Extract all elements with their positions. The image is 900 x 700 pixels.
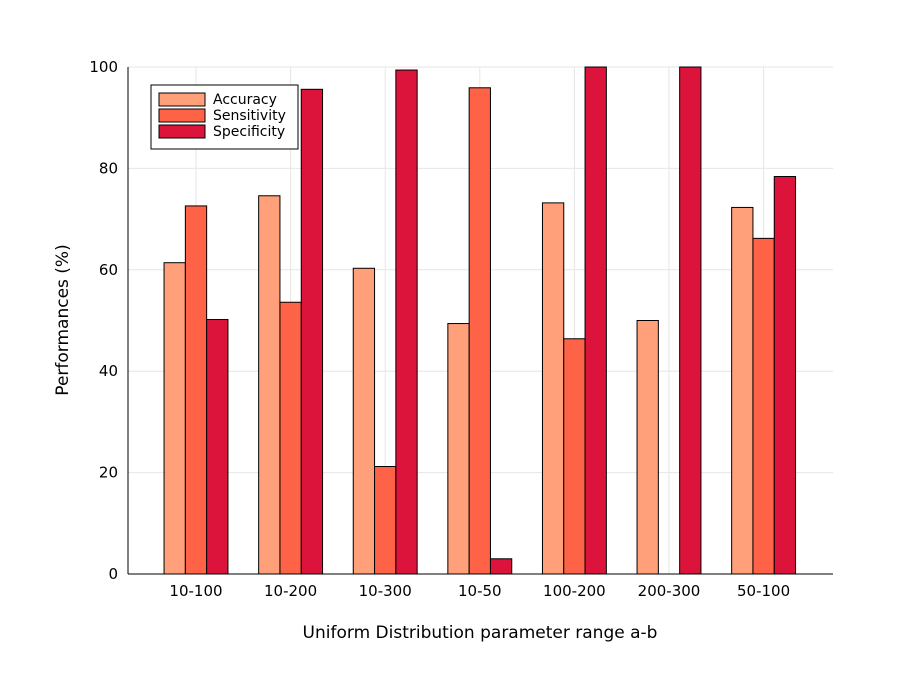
legend-swatch	[158, 92, 206, 107]
y-tick-label: 100	[89, 58, 118, 76]
x-tick-labels: 10-100 10-200 10-300 10-50 100-200 200-300 50-…	[169, 582, 790, 600]
y-tick-label: 80	[99, 159, 118, 177]
bar-specificity	[395, 69, 418, 575]
y-tick-label: 60	[99, 261, 118, 279]
axes	[127, 67, 833, 575]
bars	[163, 66, 797, 575]
legend-swatch	[158, 124, 206, 139]
bar-sensitivity	[279, 301, 302, 575]
bar-specificity	[489, 558, 513, 575]
legend-label: Accuracy	[213, 92, 277, 108]
x-tick-label: 10-200	[264, 582, 317, 600]
x-tick-label: 10-50	[458, 582, 502, 600]
bar-accuracy	[352, 267, 376, 575]
bar-specificity	[679, 66, 702, 575]
legend-label: Specificity	[213, 124, 285, 140]
bar-sensitivity	[374, 466, 397, 575]
x-tick-label: 200-300	[638, 582, 701, 600]
bar-sensitivity	[752, 237, 775, 575]
x-tick-label: 50-100	[737, 582, 790, 600]
y-axis-title: Performances (%)	[53, 244, 73, 395]
bar-accuracy	[636, 320, 659, 575]
y-tick-label: 20	[99, 464, 118, 482]
x-axis-title: Uniform Distribution parameter range a-b	[303, 623, 658, 643]
legend-swatch	[158, 108, 206, 123]
x-tick-label: 100-200	[543, 582, 606, 600]
bar-accuracy	[163, 262, 186, 575]
bar-sensitivity	[468, 87, 491, 575]
bar-accuracy	[258, 195, 281, 575]
bar-accuracy	[447, 323, 470, 575]
bar-specificity	[300, 88, 324, 575]
bar-specificity	[773, 176, 797, 575]
x-tick-label: 10-100	[169, 582, 222, 600]
bar-sensitivity	[184, 205, 208, 575]
bar-specificity	[206, 318, 229, 575]
legend-label: Sensitivity	[213, 108, 286, 124]
bar-accuracy	[541, 202, 565, 575]
bar-sensitivity	[563, 338, 586, 575]
y-tick-label: 40	[99, 362, 118, 380]
x-tick-label: 10-300	[359, 582, 412, 600]
y-tick-labels: 0 20 40 60 80 100	[89, 58, 118, 583]
y-tick-label: 0	[108, 565, 118, 583]
bar-specificity	[584, 66, 607, 575]
bar-accuracy	[731, 206, 754, 575]
